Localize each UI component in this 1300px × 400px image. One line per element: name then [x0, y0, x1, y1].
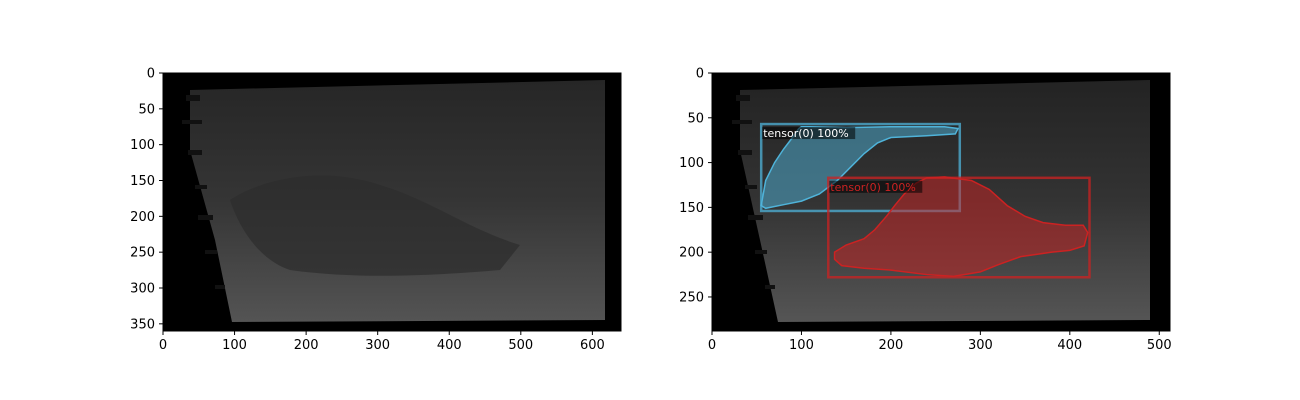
left-axes-frame	[162, 72, 622, 332]
detection-mask	[760, 126, 960, 210]
right-y-tick-label: 250	[679, 290, 704, 305]
left-x-tick-label: 300	[365, 338, 390, 353]
right-x-tick-label: 200	[878, 338, 903, 353]
right-y-tick-label: 0	[696, 67, 704, 82]
left-x-tick-label: 500	[508, 338, 533, 353]
right-x-tick-label: 100	[789, 338, 814, 353]
left-y-axis: 0 50 100 150 200 250 300 350	[130, 67, 163, 332]
detection-label: tensor(0) 100%	[763, 127, 849, 140]
left-x-tick-label: 600	[580, 338, 605, 353]
left-y-tick-label: 150	[130, 174, 155, 189]
detection-mask	[833, 176, 1089, 278]
left-y-tick-label: 100	[130, 138, 155, 153]
right-y-tick-label: 200	[679, 246, 704, 261]
right-panel: tensor(0) 100% tensor(0) 100% 0 100 200 300 4…	[679, 67, 1172, 354]
detection-label-background	[829, 180, 923, 193]
right-x-tick-label: 300	[968, 338, 993, 353]
left-y-tick-label: 50	[138, 102, 155, 117]
detection-label-background	[762, 127, 856, 140]
left-depth-edge-noise	[182, 95, 225, 289]
left-x-tick-label: 100	[222, 338, 247, 353]
detection-box	[759, 122, 962, 213]
left-x-tick-label: 0	[159, 338, 167, 353]
left-y-tick-label: 0	[147, 67, 155, 82]
left-x-tick-label: 400	[437, 338, 462, 353]
detections-layer: tensor(0) 100% tensor(0) 100%	[759, 122, 1091, 279]
right-axes-frame	[711, 72, 1171, 332]
detection-box	[827, 176, 1091, 279]
right-x-tick-label: 0	[708, 338, 716, 353]
right-depth-edge-noise	[732, 95, 775, 289]
left-panel: 0 100 200 300 400 500 600 0 50 100 150 200 250 300 35…	[130, 67, 622, 353]
left-x-tick-label: 200	[294, 338, 319, 353]
left-depth-object	[230, 175, 520, 276]
right-x-axis: 0 100 200 300 400 500	[708, 331, 1172, 353]
right-x-tick-label: 400	[1057, 338, 1082, 353]
right-y-tick-label: 150	[679, 201, 704, 216]
left-y-tick-label: 250	[130, 246, 155, 261]
left-x-axis: 0 100 200 300 400 500 600	[159, 331, 605, 353]
left-y-tick-label: 200	[130, 210, 155, 225]
right-y-tick-label: 100	[679, 156, 704, 171]
right-x-tick-label: 500	[1147, 338, 1172, 353]
left-y-tick-label: 350	[130, 317, 155, 332]
left-y-tick-label: 300	[130, 282, 155, 297]
right-y-axis: 0 50 100 150 200 250	[679, 67, 712, 305]
right-y-tick-label: 50	[687, 111, 704, 126]
detection-label: tensor(0) 100%	[830, 181, 916, 194]
